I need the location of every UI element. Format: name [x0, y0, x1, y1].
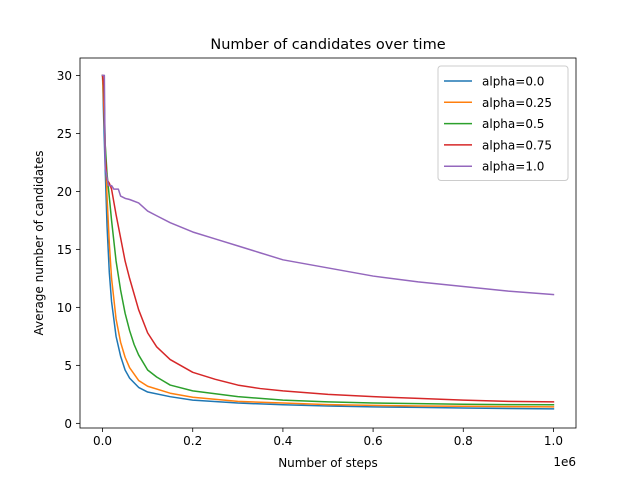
x-tick-label: 0.0 [93, 434, 112, 448]
x-tick-label: 0.4 [273, 434, 292, 448]
x-axis-label: Number of steps [278, 456, 378, 470]
series-layer [101, 74, 555, 410]
legend-entry-label: alpha=0.0 [482, 75, 544, 89]
x-axis-offset-label: 1e6 [553, 455, 576, 469]
legend-entry-label: alpha=0.5 [482, 117, 544, 131]
series-line-1 [101, 74, 555, 408]
legend-entry-label: alpha=1.0 [482, 160, 544, 174]
series-line-2 [101, 74, 555, 406]
series-line-3 [101, 74, 555, 403]
y-tick-label: 0 [64, 417, 72, 431]
x-tick-label: 0.6 [364, 434, 383, 448]
x-tick-label: 1.0 [544, 434, 563, 448]
y-tick-label: 5 [64, 359, 72, 373]
chart-title: Number of candidates over time [210, 37, 445, 53]
legend: alpha=0.0 alpha=0.25 alpha=0.5 alpha=0.75 al… [437, 65, 569, 181]
y-axis-label: Average number of candidates [32, 151, 46, 336]
x-tick-label: 0.8 [454, 434, 473, 448]
y-tick-label: 25 [57, 127, 72, 141]
series-line-0 [101, 74, 555, 410]
y-tick-label: 15 [57, 243, 72, 257]
axes-layer: 0.0 0.2 0.4 0.6 0.8 1.0 0 5 10 15 20 25 30 [57, 57, 577, 448]
legend-box [437, 65, 569, 181]
y-tick-label: 20 [57, 185, 72, 199]
x-tick-label: 0.2 [183, 434, 202, 448]
legend-entry-label: alpha=0.75 [482, 138, 552, 152]
legend-entry-label: alpha=0.25 [482, 96, 552, 110]
series-line-4 [101, 74, 555, 296]
y-tick-label: 10 [57, 301, 72, 315]
plot-frame [79, 57, 577, 429]
y-tick-label: 30 [57, 69, 72, 83]
